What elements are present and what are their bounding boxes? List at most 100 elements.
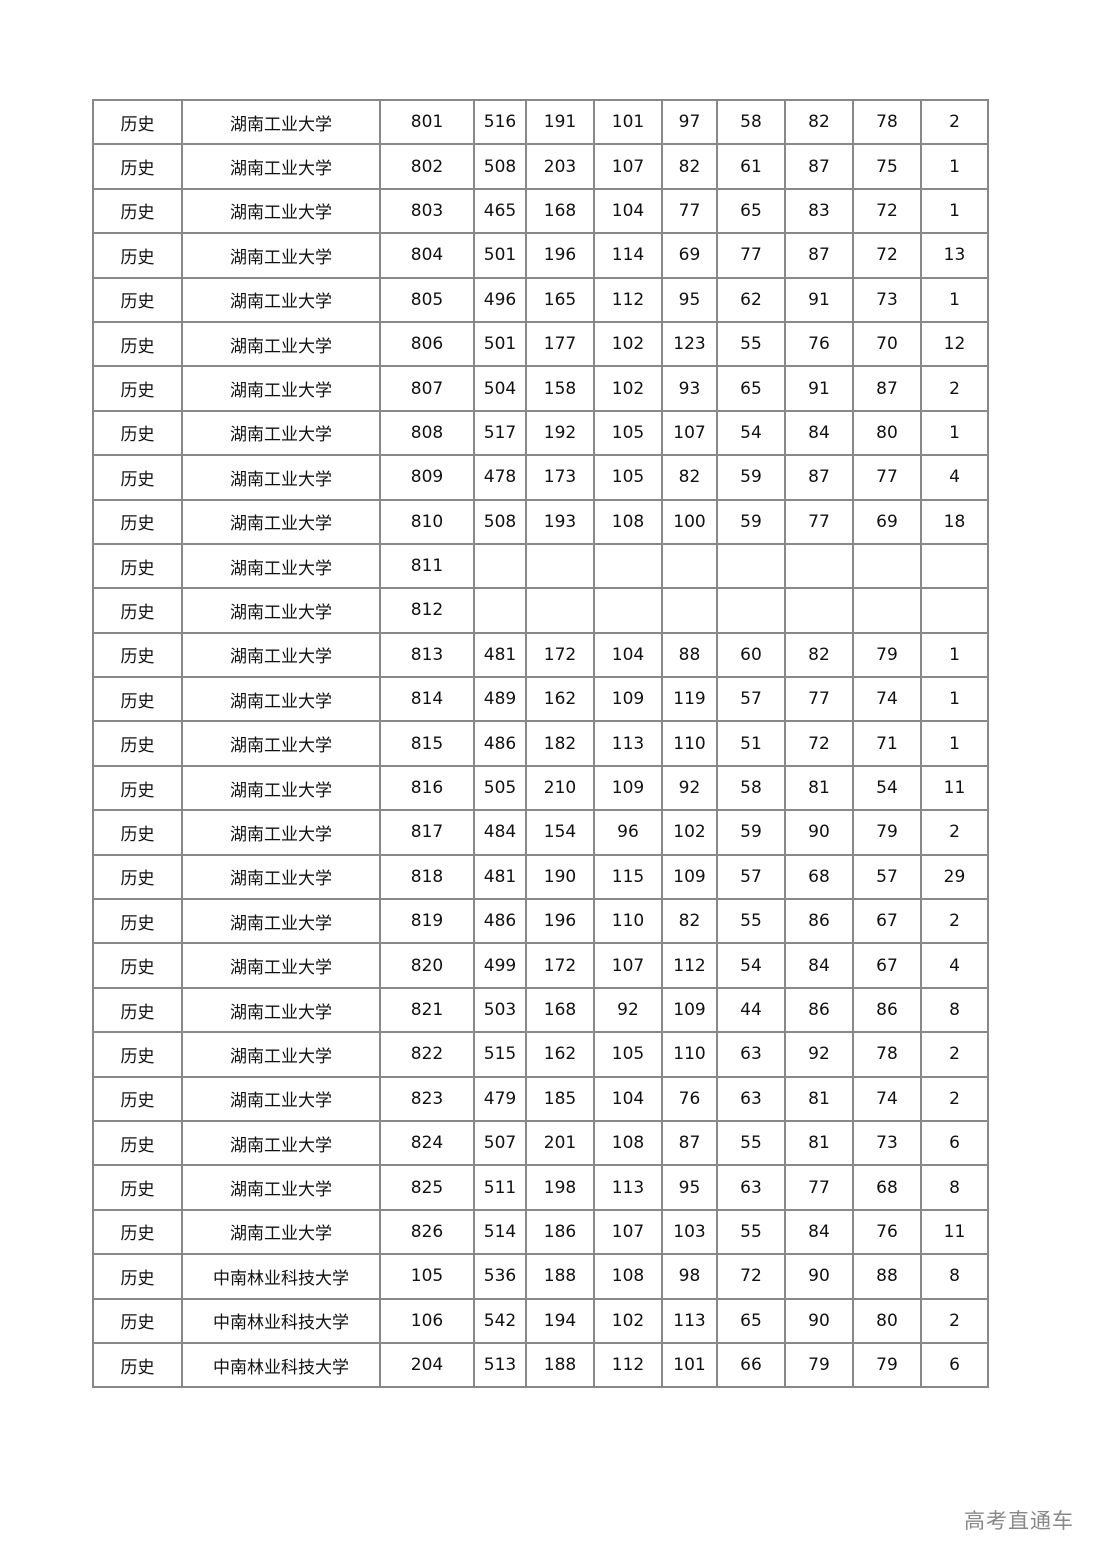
table-cell: 湖南工业大学 (181, 764, 381, 812)
table-cell: 历史 (92, 320, 183, 368)
table-cell: 69 (852, 498, 922, 545)
table-cell: 165 (525, 276, 595, 323)
table-cell: 86 (852, 986, 922, 1034)
table-cell: 810 (379, 498, 475, 545)
table-cell: 湖南工业大学 (181, 853, 381, 901)
table-cell: 中南林业科技大学 (181, 1297, 381, 1344)
table-cell: 201 (525, 1119, 595, 1167)
table-row: 历史 湖南工业大学 815 486 182 113 110 51 72 71 1 (92, 720, 989, 767)
table-cell: 105 (593, 1031, 663, 1078)
table-cell: 194 (525, 1297, 595, 1344)
table-cell: 12 (920, 320, 989, 368)
table-cell: 90 (784, 809, 854, 856)
table-cell: 历史 (92, 232, 183, 279)
table-cell: 177 (525, 320, 595, 368)
table-row: 历史 湖南工业大学 816 505 210 109 92 58 81 54 11 (92, 764, 989, 812)
table-cell: 813 (379, 631, 475, 679)
table-cell: 90 (784, 1297, 854, 1344)
table-cell: 8 (920, 1164, 989, 1211)
table-cell: 95 (661, 1164, 718, 1211)
table-row: 历史 湖南工业大学 825 511 198 113 95 63 77 68 8 (92, 1164, 989, 1211)
table-cell: 历史 (92, 720, 183, 767)
table-cell: 110 (661, 720, 718, 767)
table-cell: 185 (525, 1075, 595, 1122)
table-cell: 113 (661, 1297, 718, 1344)
table-cell: 110 (593, 898, 663, 945)
table-cell: 2 (920, 809, 989, 856)
table-cell: 79 (852, 809, 922, 856)
table-cell: 1 (920, 187, 989, 235)
table-cell: 湖南工业大学 (181, 898, 381, 945)
table-cell: 历史 (92, 1119, 183, 1167)
table-cell: 158 (525, 365, 595, 412)
table-row: 历史 湖南工业大学 819 486 196 110 82 55 86 67 2 (92, 898, 989, 945)
table-cell: 808 (379, 409, 475, 457)
table-cell: 历史 (92, 1208, 183, 1256)
table-cell: 77 (661, 187, 718, 235)
table-cell (525, 542, 595, 590)
table-cell: 77 (852, 454, 922, 501)
table-cell: 100 (661, 498, 718, 545)
table-cell: 79 (852, 631, 922, 679)
table-cell: 807 (379, 365, 475, 412)
table-cell: 中南林业科技大学 (181, 1253, 381, 1300)
table-cell: 18 (920, 498, 989, 545)
table-cell: 79 (784, 1341, 854, 1389)
table-cell: 517 (473, 409, 527, 457)
table-cell: 801 (379, 98, 475, 146)
table-cell (661, 587, 718, 634)
table-cell: 182 (525, 720, 595, 767)
table-cell: 65 (716, 365, 786, 412)
table-cell: 8 (920, 986, 989, 1034)
table-cell: 60 (716, 631, 786, 679)
table-cell: 112 (593, 276, 663, 323)
table-cell: 44 (716, 986, 786, 1034)
table-cell: 55 (716, 1208, 786, 1256)
table-cell: 湖南工业大学 (181, 276, 381, 323)
table-cell: 63 (716, 1031, 786, 1078)
table-cell: 57 (716, 676, 786, 723)
table-cell: 67 (852, 942, 922, 989)
score-table: 历史 湖南工业大学 801 516 191 101 97 58 82 78 2 历史 湖南工业大学 802… (92, 98, 989, 1389)
table-cell: 101 (661, 1341, 718, 1389)
table-row: 历史 湖南工业大学 806 501 177 102 123 55 76 70 12 (92, 320, 989, 368)
table-cell: 6 (920, 1341, 989, 1389)
table-cell: 108 (593, 1253, 663, 1300)
table-cell: 66 (716, 1341, 786, 1389)
table-row: 历史 湖南工业大学 809 478 173 105 82 59 87 77 4 (92, 454, 989, 501)
table-cell (473, 587, 527, 634)
table-cell: 81 (784, 764, 854, 812)
table-cell: 历史 (92, 587, 183, 634)
table-cell: 63 (716, 1075, 786, 1122)
table-cell: 88 (661, 631, 718, 679)
table-cell: 465 (473, 187, 527, 235)
table-cell: 湖南工业大学 (181, 542, 381, 590)
table-cell (593, 542, 663, 590)
table-cell: 历史 (92, 1075, 183, 1122)
table-cell: 57 (852, 853, 922, 901)
table-cell: 162 (525, 676, 595, 723)
table-cell: 75 (852, 143, 922, 190)
table-cell: 820 (379, 942, 475, 989)
table-cell: 84 (784, 409, 854, 457)
table-row: 历史 湖南工业大学 810 508 193 108 100 59 77 69 18 (92, 498, 989, 545)
table-cell (920, 542, 989, 590)
table-cell: 822 (379, 1031, 475, 1078)
table-cell: 154 (525, 809, 595, 856)
table-cell: 55 (716, 898, 786, 945)
table-cell: 489 (473, 676, 527, 723)
table-cell: 历史 (92, 942, 183, 989)
table-cell: 486 (473, 720, 527, 767)
table-cell: 98 (661, 1253, 718, 1300)
table-row: 历史 湖南工业大学 804 501 196 114 69 77 87 72 13 (92, 232, 989, 279)
table-cell: 1 (920, 276, 989, 323)
table-cell: 514 (473, 1208, 527, 1256)
table-cell: 114 (593, 232, 663, 279)
table-cell: 54 (716, 942, 786, 989)
table-cell: 109 (593, 676, 663, 723)
table-cell: 80 (852, 1297, 922, 1344)
table-cell: 809 (379, 454, 475, 501)
table-cell: 109 (593, 764, 663, 812)
table-cell: 71 (852, 720, 922, 767)
table-cell: 1 (920, 676, 989, 723)
